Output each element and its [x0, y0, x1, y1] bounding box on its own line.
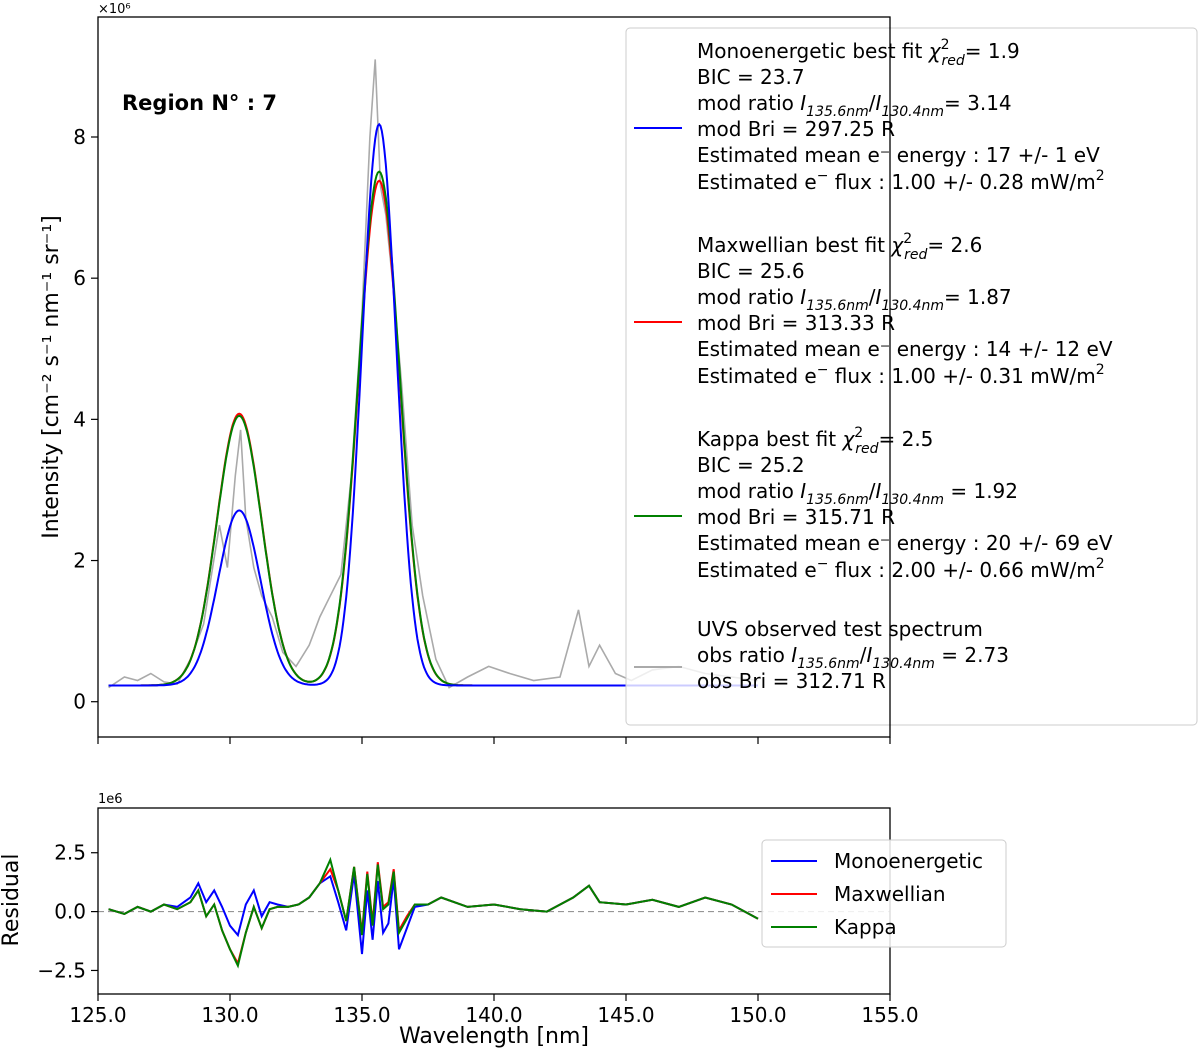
residual-x-ticks: 125.0 130.0 135.0 140.0 145.0 150.0 155.0: [69, 994, 919, 1027]
x-tick-label: 130.0: [201, 1003, 258, 1027]
x-tick-label: 135.0: [333, 1003, 390, 1027]
legend-mono-line-2: BIC = 23.7: [697, 65, 805, 89]
legend-kappa-line-5: Estimated mean e⁻ energy : 20 +/- 69 eV: [697, 531, 1113, 555]
x-tick-label: 125.0: [69, 1003, 126, 1027]
residual-y-tick-label: −2.5: [37, 958, 86, 982]
residual-y-axis-label: Residual: [0, 854, 24, 947]
legend-mono-line-4: mod Bri = 297.25 R: [697, 117, 895, 141]
legend-obs-line-1: UVS observed test spectrum: [697, 617, 983, 641]
x-tick-label: 155.0: [861, 1003, 918, 1027]
spectrum-axes-frame: [97, 16, 891, 738]
legend-kappa-line-4: mod Bri = 315.71 R: [697, 505, 895, 529]
legend-kappa-line-6: Estimated e− flux : 2.00 +/- 0.66 mW/m2: [697, 556, 1105, 582]
residual-y-tick-label: 2.5: [54, 841, 86, 865]
residual-scale-label: 1e6: [98, 792, 123, 807]
legend-max-line-2: BIC = 25.6: [697, 259, 805, 283]
y-tick-label: 4: [73, 407, 86, 431]
y-ticks: 0 2 4 6 8: [73, 125, 98, 714]
x-ticks: [97, 737, 891, 744]
residual-series-kappa: [108, 856, 759, 969]
y-tick-label: 6: [73, 266, 86, 290]
x-axis-label: Wavelength [nm]: [399, 1024, 589, 1049]
residual-legend-max: Maxwellian: [834, 882, 946, 906]
x-tick-label: 150.0: [729, 1003, 786, 1027]
x-tick-label: 140.0: [465, 1003, 522, 1027]
y-scale-label: ×10⁶: [98, 2, 131, 17]
legend-mono-line-6: Estimated e− flux : 1.00 +/- 0.28 mW/m2: [697, 168, 1105, 194]
series-observed: [108, 59, 759, 689]
residual-y-ticks: −2.5 0.0 2.5: [37, 841, 98, 982]
y-tick-label: 0: [73, 690, 86, 714]
residual-panel: 1e6 −2.5 0.0 2.5 125.0 130.0 135.0 140.0 145.0…: [0, 792, 1007, 1049]
legend-kappa-line-2: BIC = 25.2: [697, 453, 805, 477]
legend-max-line-4: mod Bri = 313.33 R: [697, 311, 895, 335]
residual-y-tick-label: 0.0: [54, 900, 86, 924]
residual-legend: Monoenergetic Maxwellian Kappa: [761, 839, 1007, 948]
legend-obs-line-3: obs Bri = 312.71 R: [697, 669, 886, 693]
region-annotation: Region N° : 7: [122, 91, 277, 115]
legend-max-line-5: Estimated mean e⁻ energy : 14 +/- 12 eV: [697, 337, 1113, 361]
y-tick-label: 8: [73, 125, 86, 149]
residual-legend-kappa: Kappa: [834, 915, 897, 939]
legend-mono-line-5: Estimated mean e⁻ energy : 17 +/- 1 eV: [697, 143, 1100, 167]
legend-max-line-3: mod ratio I135.6nm/I130.4nm= 1.87: [697, 285, 1012, 314]
x-tick-label: 145.0: [597, 1003, 654, 1027]
residual-legend-mono: Monoenergetic: [834, 849, 983, 873]
residual-curves: [108, 856, 759, 969]
legend-max-line-6: Estimated e− flux : 1.00 +/- 0.31 mW/m2: [697, 362, 1105, 388]
y-tick-label: 2: [73, 549, 86, 573]
legend: Monoenergetic best fit χ2 red= 1.9 BIC = …: [625, 27, 1198, 726]
y-axis-label: Intensity [cm⁻² s⁻¹ nm⁻¹ sr⁻¹]: [39, 215, 64, 539]
